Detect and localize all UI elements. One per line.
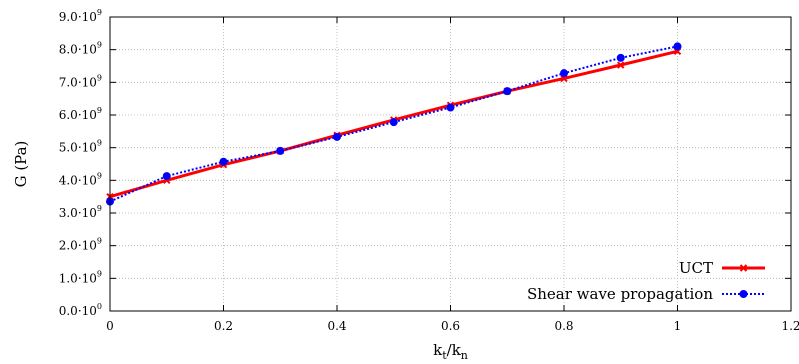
y-tick-exponent: 9: [97, 139, 102, 148]
legend: UCT Shear wave propagation: [527, 259, 765, 303]
y-tick-mantissa: 6.0·10: [59, 108, 97, 122]
y-tick-label: 4.0·109: [59, 171, 102, 187]
y-tick-label: 2.0·109: [59, 237, 102, 253]
series-marker-1: [616, 53, 625, 62]
y-tick-label: 6.0·109: [59, 106, 102, 122]
x-axis-title: kt/kn: [433, 341, 468, 362]
x-axis-title-sub1: t: [442, 349, 447, 362]
x-tick-label: 0.2: [214, 319, 233, 333]
y-tick-exponent: 9: [97, 106, 102, 115]
y-tick-label: 7.0·109: [59, 73, 102, 89]
y-tick-label: 5.0·109: [59, 139, 102, 155]
y-tick-exponent: 9: [97, 8, 102, 17]
legend-label-1: Shear wave propagation: [527, 285, 713, 303]
y-tick-exponent: 0: [97, 302, 102, 311]
y-tick-mantissa: 8.0·10: [59, 43, 97, 57]
y-tick-mantissa: 1.0·10: [59, 271, 97, 285]
x-tick-label: 0.6: [441, 319, 460, 333]
series-marker-1: [389, 118, 398, 127]
plot-series: [106, 42, 682, 206]
series-marker-legend-0: [739, 264, 748, 272]
y-tick-exponent: 9: [97, 237, 102, 246]
y-tick-mantissa: 0.0·10: [59, 304, 97, 318]
y-tick-label: 8.0·109: [59, 41, 102, 57]
series-marker-1: [333, 132, 341, 141]
series-marker-1: [446, 103, 455, 112]
y-tick-label: 1.0·109: [59, 269, 102, 285]
axis-ticks: 0 0.2 0.4 0.6 0.8 1 1.20.0·1001.0·1092.0·1093.…: [59, 8, 799, 333]
x-axis-title-sub2: n: [461, 349, 468, 362]
y-tick-label: 9.0·109: [59, 8, 102, 24]
y-tick-mantissa: 2.0·10: [59, 239, 97, 253]
y-tick-mantissa: 7.0·10: [59, 75, 97, 89]
y-tick-mantissa: 3.0·10: [59, 206, 97, 220]
y-tick-exponent: 9: [97, 204, 102, 213]
series-line-1: [109, 45, 678, 203]
y-tick-label: 3.0·109: [59, 204, 102, 220]
x-tick-label: 1.2: [781, 319, 799, 333]
y-tick-exponent: 9: [97, 41, 102, 50]
series-marker-legend-1: [739, 290, 748, 298]
x-axis-title-k1: k: [433, 341, 443, 359]
series-marker-0: [617, 61, 625, 69]
x-axis-title-k2: k: [452, 341, 462, 359]
y-tick-exponent: 9: [97, 73, 102, 82]
x-tick-label: 1: [674, 319, 682, 333]
y-tick-mantissa: 5.0·10: [59, 141, 97, 155]
series-marker-1: [560, 69, 568, 78]
y-tick-label: 0.0·100: [59, 302, 102, 318]
series-1: [106, 42, 682, 206]
series-marker-1: [673, 42, 682, 51]
x-tick-label: 0.4: [327, 319, 346, 333]
series-marker-1: [276, 146, 285, 155]
x-tick-label: 0: [106, 319, 114, 333]
y-tick-exponent: 9: [97, 269, 102, 278]
legend-label-0: UCT: [679, 259, 713, 277]
y-tick-exponent: 9: [97, 171, 102, 180]
series-marker-1: [162, 172, 171, 181]
x-axis-title-slash: /: [447, 341, 453, 359]
y-tick-mantissa: 9.0·10: [59, 10, 97, 24]
y-tick-mantissa: 4.0·10: [59, 173, 97, 187]
x-tick-label: 0.8: [554, 319, 573, 333]
series-marker-1: [503, 87, 512, 96]
series-marker-1: [219, 157, 228, 166]
y-axis-title: G (Pa): [12, 141, 30, 188]
